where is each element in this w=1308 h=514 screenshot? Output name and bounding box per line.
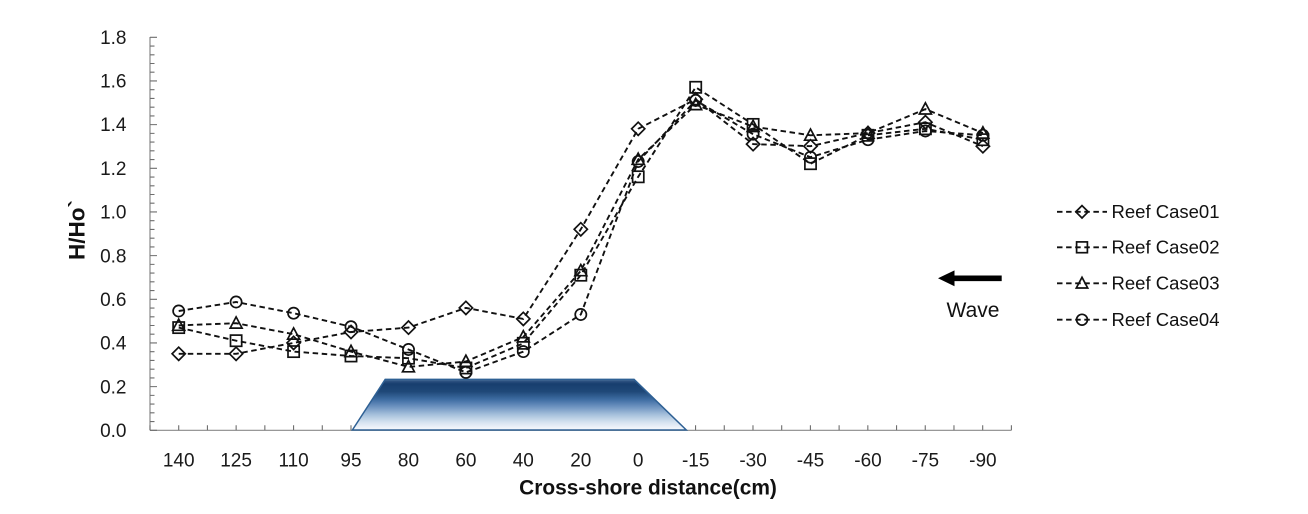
svg-text:110: 110 — [278, 451, 308, 472]
svg-text:95: 95 — [340, 451, 361, 472]
svg-text:0.8: 0.8 — [100, 246, 126, 267]
svg-text:-15: -15 — [682, 451, 709, 472]
svg-text:0.6: 0.6 — [100, 290, 126, 311]
svg-text:-60: -60 — [854, 451, 881, 472]
svg-text:1.2: 1.2 — [100, 159, 126, 180]
svg-text:1.6: 1.6 — [100, 72, 126, 93]
svg-text:0.4: 0.4 — [100, 334, 127, 355]
svg-text:60: 60 — [455, 451, 476, 472]
svg-text:80: 80 — [398, 451, 419, 472]
svg-text:0: 0 — [633, 451, 644, 472]
svg-text:1.0: 1.0 — [100, 203, 126, 224]
svg-text:H/Ho`: H/Ho` — [65, 200, 90, 260]
svg-text:Cross-shore distance(cm): Cross-shore distance(cm) — [519, 477, 777, 500]
svg-text:0.0: 0.0 — [100, 421, 126, 442]
svg-text:-75: -75 — [912, 451, 939, 472]
svg-text:Reef Case04: Reef Case04 — [1112, 309, 1220, 330]
svg-text:-45: -45 — [797, 451, 824, 472]
svg-text:1.8: 1.8 — [100, 28, 126, 49]
svg-text:0.2: 0.2 — [100, 377, 126, 398]
svg-text:-30: -30 — [739, 451, 766, 472]
svg-text:Reef Case02: Reef Case02 — [1112, 237, 1220, 258]
svg-text:20: 20 — [570, 451, 591, 472]
svg-text:Reef Case03: Reef Case03 — [1112, 273, 1220, 294]
svg-text:-90: -90 — [969, 451, 996, 472]
svg-text:40: 40 — [513, 451, 534, 472]
svg-text:125: 125 — [220, 451, 252, 472]
svg-text:Wave: Wave — [947, 299, 1000, 322]
svg-text:1.4: 1.4 — [100, 115, 127, 136]
svg-text:140: 140 — [163, 451, 195, 472]
svg-text:Reef Case01: Reef Case01 — [1112, 201, 1220, 222]
